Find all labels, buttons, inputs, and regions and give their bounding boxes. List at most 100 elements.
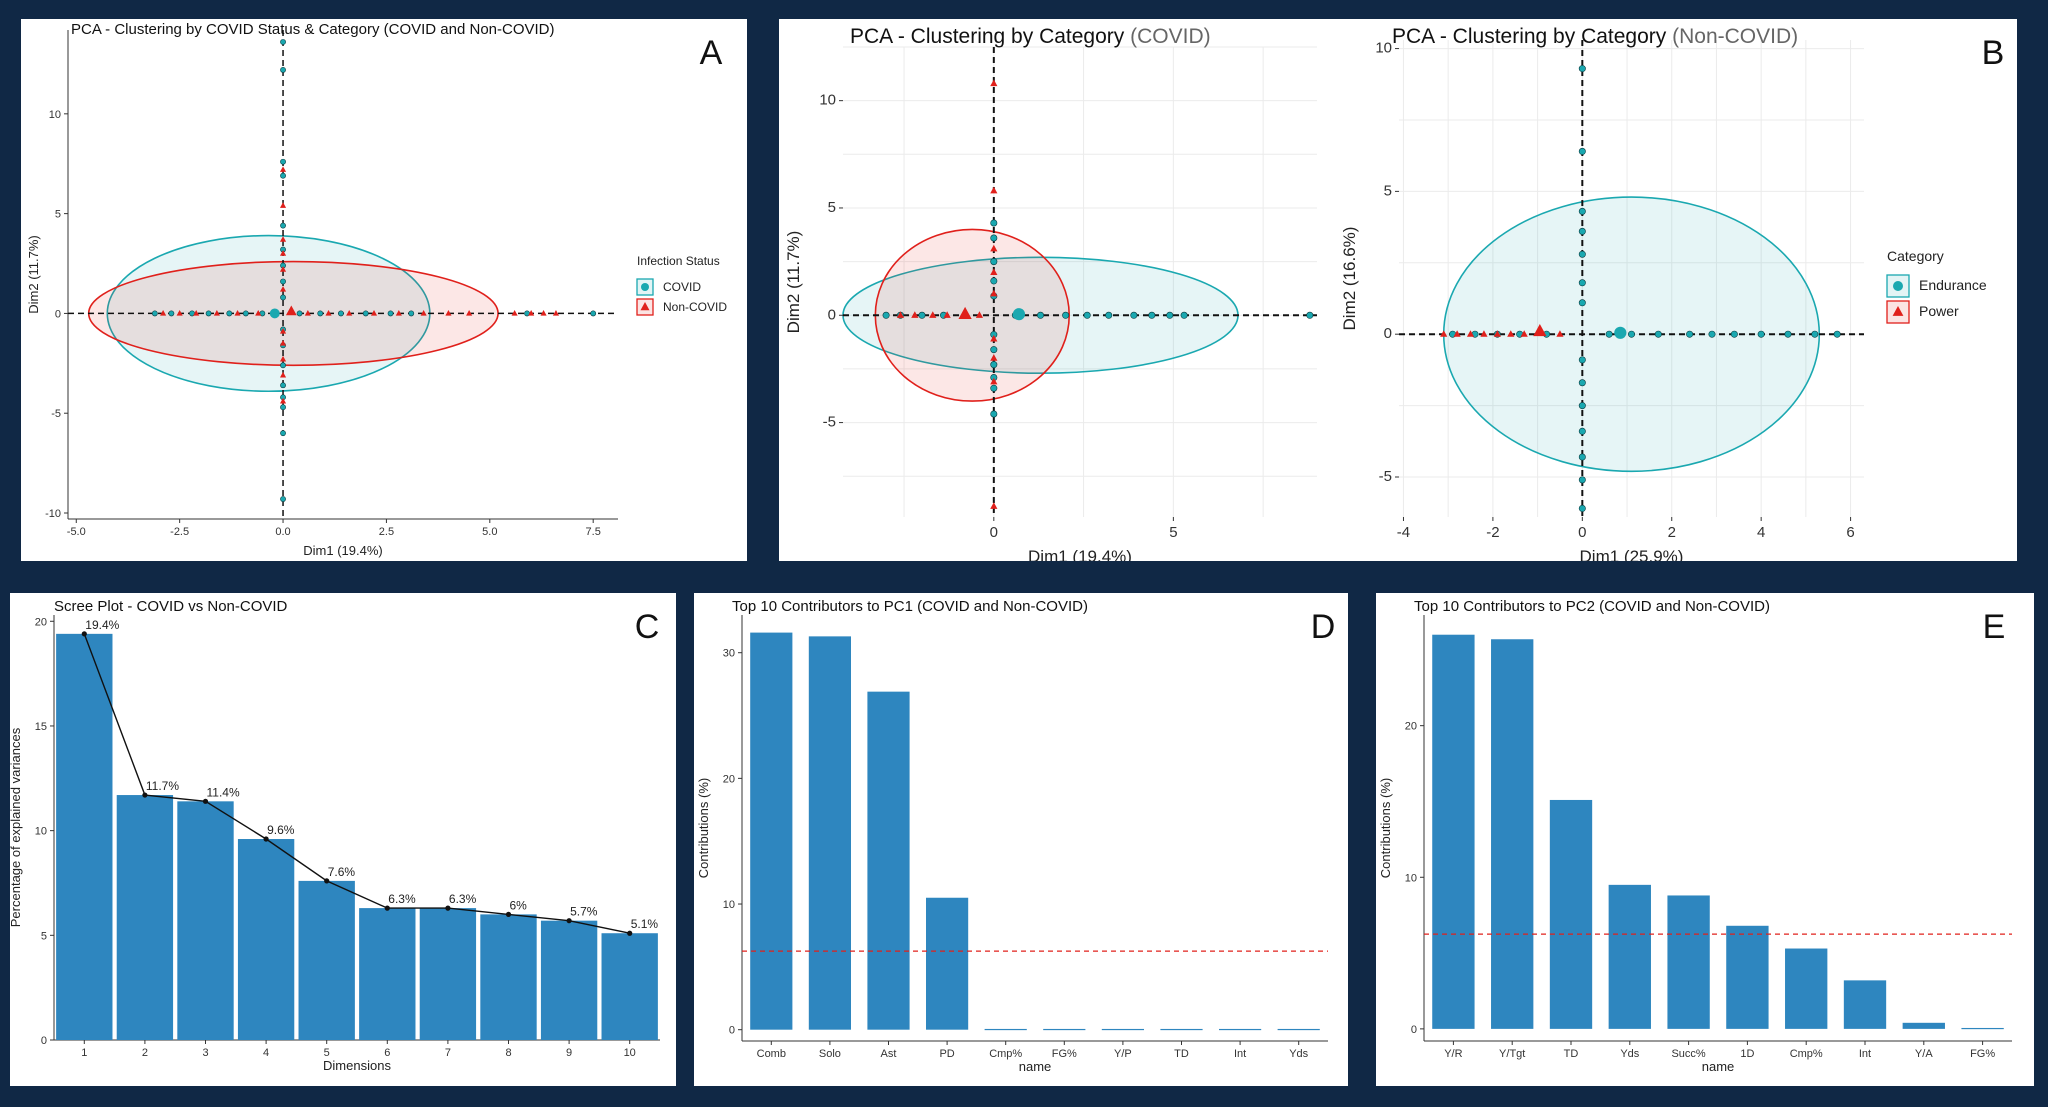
data-point xyxy=(408,310,415,317)
data-point xyxy=(1627,330,1635,338)
data-point xyxy=(1811,330,1819,338)
bar-Solo xyxy=(808,636,851,1030)
x-tick-label: 10 xyxy=(624,1047,636,1059)
y-tick-label: 5 xyxy=(1384,182,1392,199)
data-point xyxy=(279,236,287,242)
data-point xyxy=(296,310,303,317)
data-point xyxy=(1507,330,1515,337)
data-point xyxy=(1730,330,1738,338)
bar-3 xyxy=(177,801,234,1040)
panel-e: Y/R Y/Tgt TD Yds Succ% 1D Cmp% Int Y/A FG% 0 10 20 na… xyxy=(1376,593,2034,1086)
x-tick-label: -5.0 xyxy=(67,526,86,538)
data-point xyxy=(234,310,241,316)
data-label: 11.4% xyxy=(207,785,240,799)
data-point xyxy=(279,371,287,378)
data-point xyxy=(1578,427,1586,435)
bar-10 xyxy=(601,933,658,1040)
x-tick-label: TD xyxy=(1174,1048,1189,1060)
bar-Y/A xyxy=(1902,1022,1945,1029)
data-point xyxy=(1578,476,1586,484)
y-axis-label: Dim2 (16.6%) xyxy=(1340,227,1359,331)
data-point xyxy=(1578,279,1586,287)
x-tick-label: Int xyxy=(1234,1048,1246,1060)
x-axis-label: Dim1 (25.9%) xyxy=(1580,547,1684,561)
chart-title-main: PCA - Clustering by Category xyxy=(1392,25,1672,48)
scree-point xyxy=(384,905,390,911)
y-tick-label: 10 xyxy=(1405,872,1417,884)
bar-Yds xyxy=(1277,1028,1320,1031)
chart-subtitle: (Non-COVID) xyxy=(1672,25,1798,48)
data-point xyxy=(990,410,998,418)
data-point xyxy=(1578,299,1586,307)
data-point xyxy=(990,79,998,87)
scree-point xyxy=(202,798,209,804)
data-point xyxy=(279,202,287,208)
data-point xyxy=(882,311,890,319)
data-point xyxy=(420,310,427,316)
bar-Comb xyxy=(750,632,793,1030)
legend-label: COVID xyxy=(663,280,701,294)
data-point xyxy=(528,310,535,316)
x-tick-label: -2 xyxy=(1486,524,1499,541)
y-axis-label: Dim2 (11.7%) xyxy=(26,235,41,314)
data-point xyxy=(1493,330,1501,337)
pca-scatter-covid-status: -5.0 -2.5 0.0 2.5 5.0 7.5 -10 -5 0 5 10 Dim1 (19.4%… xyxy=(26,21,727,558)
y-tick-label: 5 xyxy=(55,209,61,221)
data-point xyxy=(280,278,286,285)
data-point xyxy=(990,354,998,361)
x-tick-label: 6 xyxy=(384,1047,390,1059)
x-tick-label: 3 xyxy=(202,1047,208,1059)
data-point xyxy=(1686,330,1694,338)
y-tick-label: 0 xyxy=(828,306,836,323)
data-point xyxy=(1556,330,1564,337)
data-point xyxy=(1130,311,1138,319)
bar-Cmp% xyxy=(1785,948,1828,1029)
d-plot: Comb Solo Ast PD Cmp% FG% Y/P TD Int Yds 0 10 20 30 na… xyxy=(696,598,1328,1074)
data-point xyxy=(990,346,998,354)
data-point xyxy=(242,310,249,317)
scree-plot: 1 2 3 4 5 6 7 8 9 10 19.4% 11.7% 11.4% 9.6% 7.6% 6.3% 6.… xyxy=(10,598,660,1073)
x-axis-label: Dim1 (19.4%) xyxy=(303,543,382,558)
x-tick-label: FG% xyxy=(1052,1048,1077,1060)
data-point xyxy=(540,310,547,316)
scree-point xyxy=(142,792,148,798)
x-tick-label: Yds xyxy=(1289,1048,1308,1060)
data-point xyxy=(338,310,344,317)
data-point xyxy=(387,310,394,317)
data-label: 5.7% xyxy=(570,905,598,919)
x-axis-label: Dim1 (19.4%) xyxy=(1028,547,1132,561)
data-point xyxy=(304,310,311,316)
data-point xyxy=(990,334,998,342)
data-label: 6% xyxy=(510,898,528,912)
data-point xyxy=(1083,311,1091,319)
chart-title: PCA - Clustering by Category (COVID) xyxy=(850,25,1211,48)
data-point xyxy=(466,310,473,316)
data-point xyxy=(280,404,286,411)
bar-FG% xyxy=(1961,1027,2004,1030)
data-point xyxy=(279,286,287,292)
centroid-point xyxy=(1533,323,1547,337)
y-axis-label: Dim2 (11.7%) xyxy=(784,231,803,334)
x-tick-label: 2 xyxy=(142,1047,148,1059)
data-label: 5.1% xyxy=(631,917,659,931)
legend-label: Endurance xyxy=(1919,277,1987,293)
data-point xyxy=(911,311,919,318)
y-tick-label: 5 xyxy=(41,930,47,942)
data-label: 6.3% xyxy=(388,892,416,906)
x-tick-label: 5 xyxy=(1169,524,1177,541)
legend-key-circle xyxy=(641,283,649,291)
bar-4 xyxy=(237,839,295,1040)
data-point xyxy=(445,310,452,316)
b2-plot: -4 -2 0 2 4 6 -5 0 5 10 Dim1 (25.9%) Dim2 (16.6%) PC… xyxy=(1340,25,1864,561)
y-tick-label: -10 xyxy=(45,508,61,520)
data-point xyxy=(279,266,287,272)
scree-line xyxy=(83,633,630,934)
data-point xyxy=(511,310,518,316)
pc1-contributors-chart: Comb Solo Ast PD Cmp% FG% Y/P TD Int Yds 0 10 20 30 na… xyxy=(696,598,1335,1074)
data-point xyxy=(1578,250,1586,258)
data-point xyxy=(279,339,287,346)
data-point xyxy=(990,361,998,369)
data-point xyxy=(279,166,287,172)
data-point xyxy=(1757,330,1765,338)
data-point xyxy=(193,310,200,316)
